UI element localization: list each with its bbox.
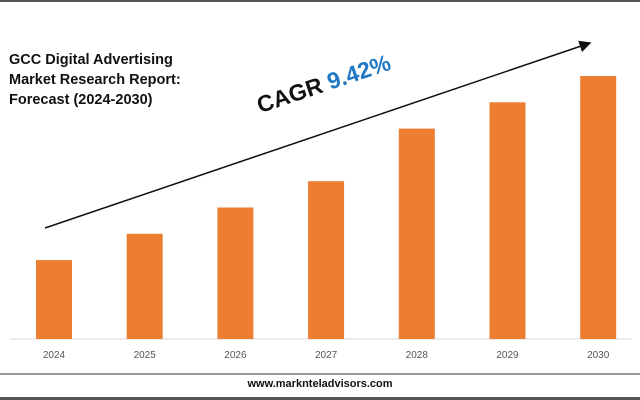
x-tick-label-2027: 2027 <box>315 350 338 361</box>
bar-2027 <box>308 181 345 339</box>
footer-divider <box>0 373 640 375</box>
bar-2030 <box>580 76 617 339</box>
x-tick-label-2030: 2030 <box>587 350 610 361</box>
growth-trend-arrow <box>44 40 592 229</box>
bar-2024 <box>36 260 72 339</box>
bottom-border <box>0 397 640 400</box>
footer-website[interactable]: www.marknteladvisors.com <box>247 378 393 390</box>
x-tick-label-2025: 2025 <box>134 350 157 361</box>
title-line-3: Forecast (2024-2030) <box>9 92 153 108</box>
bar-2028 <box>398 128 435 339</box>
x-tick-label-2026: 2026 <box>224 350 247 361</box>
chart-title: GCC Digital Advertising Market Research … <box>9 50 181 110</box>
title-line-1: GCC Digital Advertising <box>9 52 173 68</box>
top-border <box>0 0 640 2</box>
bar-2029 <box>489 102 526 339</box>
x-tick-label-2024: 2024 <box>43 350 66 361</box>
title-line-2: Market Research Report: <box>9 72 181 88</box>
bar-2025 <box>126 233 163 339</box>
x-tick-label-2029: 2029 <box>496 350 519 361</box>
bar-2026 <box>217 207 254 339</box>
x-tick-label-2028: 2028 <box>406 350 429 361</box>
